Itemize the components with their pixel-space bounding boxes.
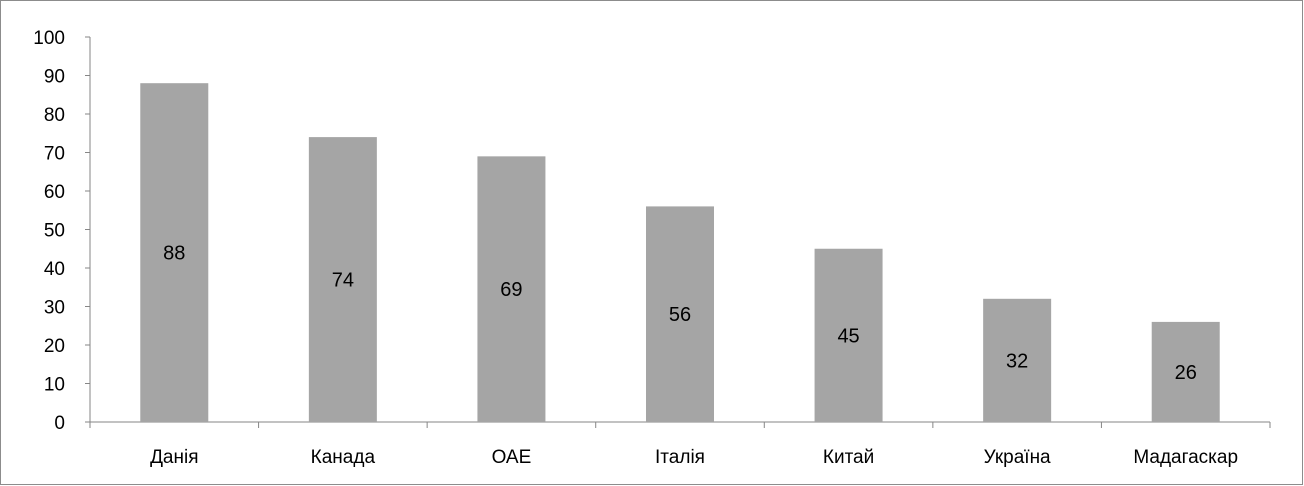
x-tick-label: Китай bbox=[823, 447, 874, 468]
x-tick-label: Україна bbox=[984, 447, 1051, 468]
y-tick-label: 10 bbox=[44, 375, 65, 396]
y-tick-label: 30 bbox=[44, 298, 65, 319]
x-tick-label: ОАЕ bbox=[492, 447, 532, 468]
y-tick-label: 70 bbox=[44, 144, 65, 165]
data-label: 74 bbox=[332, 270, 354, 292]
data-label: 69 bbox=[500, 279, 522, 301]
x-tick-label: Мадагаскар bbox=[1133, 447, 1238, 468]
y-tick-label: 80 bbox=[44, 105, 65, 126]
data-label: 45 bbox=[837, 325, 859, 347]
x-tick-label: Данія bbox=[150, 447, 198, 468]
data-label: 88 bbox=[163, 243, 185, 265]
data-label: 26 bbox=[1175, 362, 1197, 384]
y-tick-label: 40 bbox=[44, 259, 65, 280]
bar bbox=[308, 137, 377, 422]
data-labels: 88 74 69 56 45 32 26 bbox=[163, 243, 1197, 384]
y-tick-label: 0 bbox=[54, 413, 65, 434]
bar bbox=[140, 83, 209, 422]
x-tick-label: Італія bbox=[655, 447, 705, 468]
data-label: 32 bbox=[1006, 350, 1028, 372]
y-tick-label: 90 bbox=[44, 67, 65, 88]
y-tick-label: 50 bbox=[44, 221, 65, 242]
x-tick-label: Канада bbox=[311, 447, 376, 468]
bar bbox=[814, 248, 883, 422]
y-tick-label: 20 bbox=[44, 336, 65, 357]
bar bbox=[477, 156, 546, 422]
bar bbox=[646, 206, 714, 422]
bar bbox=[983, 298, 1052, 422]
data-label: 56 bbox=[669, 304, 691, 326]
y-tick-label: 100 bbox=[33, 28, 65, 49]
x-axis: Данія Канада ОАЕ Італія Китай Україна Мадагаск… bbox=[89, 421, 1271, 468]
y-tick-label: 60 bbox=[44, 182, 65, 203]
y-axis: 0 10 20 30 40 50 60 70 80 90 100 bbox=[33, 28, 91, 434]
bar bbox=[1151, 321, 1220, 422]
bars bbox=[140, 83, 1220, 422]
